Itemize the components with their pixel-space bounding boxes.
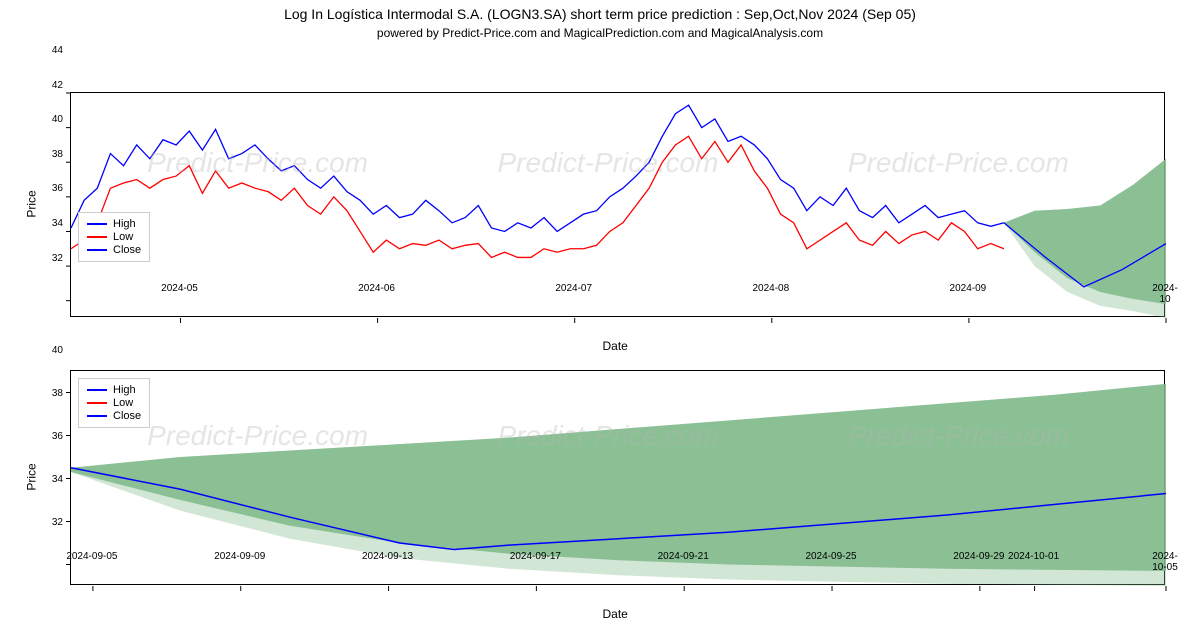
legend-swatch [87, 415, 107, 417]
legend-item: High [87, 384, 141, 396]
legend-label: Low [113, 231, 133, 243]
x-tick-label: 2024-09-29 [953, 551, 1004, 562]
legend-label: High [113, 384, 136, 396]
x-tick-label: 2024-05 [161, 283, 198, 294]
y-tick-label: 36 [35, 431, 63, 442]
x-tick-label: 2024-10-01 [1008, 551, 1059, 562]
legend-label: Close [113, 244, 141, 256]
legend-item: High [87, 218, 141, 230]
y-tick-label: 34 [35, 218, 63, 229]
x-tick-label: 2024-09-21 [658, 551, 709, 562]
legend-label: High [113, 218, 136, 230]
x-tick-label: 2024-09-09 [214, 551, 265, 562]
y-tick-label: 38 [35, 149, 63, 160]
y-tick-label: 44 [35, 45, 63, 56]
x-tick-label: 2024-09-05 [66, 551, 117, 562]
y-tick-label: 32 [35, 253, 63, 264]
x-tick-label: 2024-09-17 [510, 551, 561, 562]
y-tick-label: 34 [35, 474, 63, 485]
x-tick-label: 2024-10 [1148, 283, 1183, 305]
y-tick-label: 38 [35, 388, 63, 399]
legend-swatch [87, 389, 107, 391]
title-block: Log In Logística Intermodal S.A. (LOGN3.… [0, 0, 1200, 40]
legend-label: Low [113, 397, 133, 409]
legend-swatch [87, 402, 107, 404]
legend-item: Close [87, 244, 141, 256]
chart-subtitle: powered by Predict-Price.com and Magical… [0, 26, 1200, 40]
top-x-axis-title: Date [603, 339, 628, 353]
legend-swatch [87, 249, 107, 251]
legend-label: Close [113, 410, 141, 422]
x-tick-label: 2024-08 [752, 283, 789, 294]
bottom-x-axis-title: Date [603, 607, 628, 621]
legend-item: Low [87, 231, 141, 243]
x-tick-label: 2024-10-05 [1148, 551, 1183, 573]
x-tick-label: 2024-09-13 [362, 551, 413, 562]
legend-swatch [87, 223, 107, 225]
chart-title: Log In Logística Intermodal S.A. (LOGN3.… [0, 6, 1200, 22]
y-tick-label: 40 [35, 345, 63, 356]
x-tick-label: 2024-09-25 [805, 551, 856, 562]
top-chart-svg [71, 93, 1166, 318]
y-tick-label: 36 [35, 183, 63, 194]
legend-swatch [87, 236, 107, 238]
x-tick-label: 2024-06 [358, 283, 395, 294]
y-tick-label: 40 [35, 114, 63, 125]
top-legend: HighLowClose [78, 212, 150, 262]
bottom-legend: HighLowClose [78, 378, 150, 428]
top-plot-area [70, 92, 1165, 317]
y-tick-label: 32 [35, 517, 63, 528]
legend-item: Low [87, 397, 141, 409]
x-tick-label: 2024-09 [950, 283, 987, 294]
y-tick-label: 42 [35, 80, 63, 91]
x-tick-label: 2024-07 [555, 283, 592, 294]
legend-item: Close [87, 410, 141, 422]
